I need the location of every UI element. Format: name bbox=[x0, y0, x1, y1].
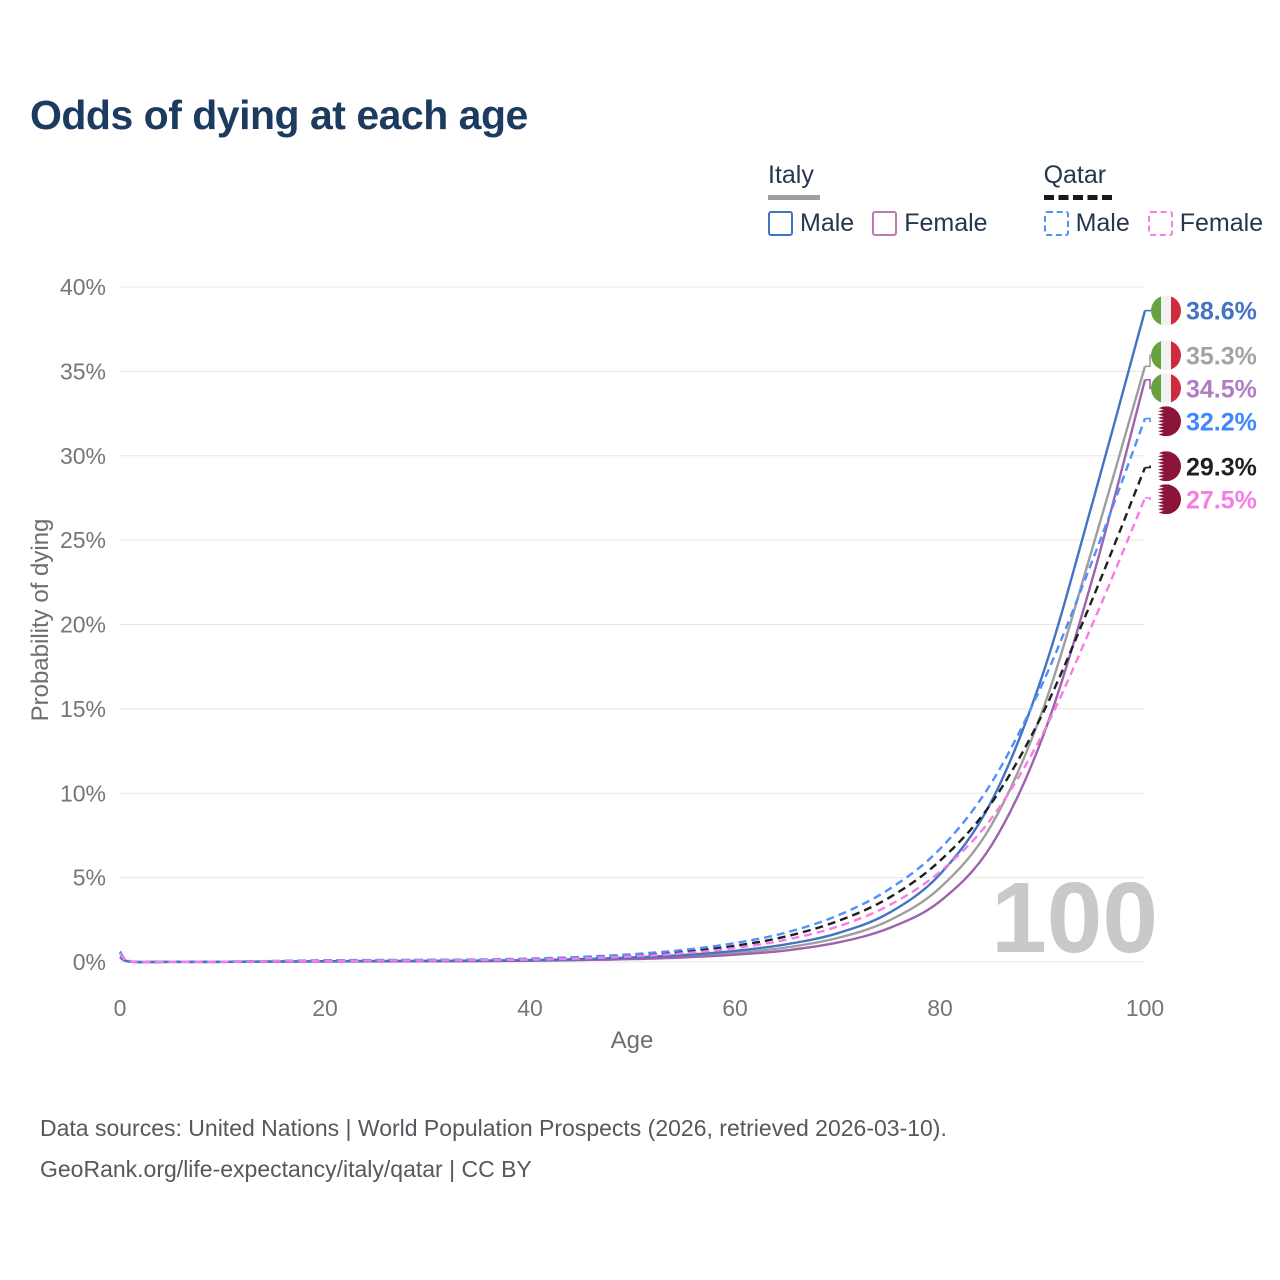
x-tick-label: 60 bbox=[722, 995, 748, 1021]
qatar-flag-icon bbox=[1151, 484, 1181, 515]
page-title: Odds of dying at each age bbox=[30, 92, 528, 138]
series-line-qatar-female bbox=[119, 497, 1147, 964]
legend-item-qatar-male-label: Male bbox=[1075, 209, 1130, 237]
end-label-connector bbox=[1145, 354, 1151, 368]
italy-male-checkbox-icon bbox=[768, 211, 793, 236]
end-label-qatar-female: 27.5% bbox=[1186, 486, 1257, 514]
y-axis-title: Probability of dying bbox=[27, 519, 54, 722]
y-tick-label: 10% bbox=[60, 780, 106, 806]
qatar-flag-icon bbox=[1151, 451, 1181, 482]
italy-female-checkbox-icon bbox=[872, 211, 898, 236]
y-tick-label: 5% bbox=[73, 865, 106, 891]
y-tick-label: 25% bbox=[60, 527, 106, 553]
y-tick-label: 30% bbox=[60, 443, 106, 469]
end-label-italy-female: 34.5% bbox=[1186, 375, 1257, 403]
italy-solid-line-sample bbox=[768, 195, 820, 200]
qatar-dashed-line-sample bbox=[1043, 195, 1112, 200]
x-tick-label: 20 bbox=[312, 995, 338, 1021]
italy-flag-icon bbox=[1151, 340, 1181, 371]
qatar-female-checkbox-icon bbox=[1147, 211, 1173, 236]
end-label-connector bbox=[1145, 417, 1151, 423]
end-label-qatar: 29.3% bbox=[1186, 453, 1257, 481]
end-label-italy-male: 38.6% bbox=[1186, 298, 1257, 326]
legend-group-italy: Italy Male Female bbox=[768, 161, 988, 238]
y-tick-label: 0% bbox=[73, 949, 106, 975]
y-tick-label: 15% bbox=[60, 696, 106, 722]
footer-attribution[interactable]: GeoRank.org/life-expectancy/italy/qatar … bbox=[40, 1156, 532, 1182]
footer: Data sources: United Nations | World Pop… bbox=[40, 1108, 1240, 1190]
italy-flag-icon bbox=[1151, 295, 1181, 326]
x-tick-label: 80 bbox=[927, 995, 953, 1021]
legend-group-italy-label: Italy bbox=[768, 161, 814, 189]
footer-data-sources: Data sources: United Nations | World Pop… bbox=[40, 1115, 947, 1141]
series-line-italy-male bbox=[119, 310, 1147, 964]
legend-item-qatar-female[interactable]: Female bbox=[1147, 209, 1264, 238]
legend-item-qatar-female-label: Female bbox=[1179, 209, 1264, 237]
italy-flag-icon bbox=[1151, 373, 1181, 404]
end-label-connector bbox=[1145, 379, 1151, 390]
legend-item-italy-male-label: Male bbox=[800, 209, 855, 237]
qatar-male-checkbox-icon bbox=[1043, 211, 1069, 236]
legend-item-italy-male[interactable]: Male bbox=[768, 209, 854, 238]
end-label-italy: 35.3% bbox=[1186, 342, 1257, 370]
y-tick-label: 35% bbox=[60, 358, 106, 384]
end-label-qatar-male: 32.2% bbox=[1186, 408, 1257, 436]
legend-item-italy-female[interactable]: Female bbox=[872, 209, 988, 238]
age-counter-watermark: 100 bbox=[991, 862, 1158, 974]
legend-group-qatar: Qatar Male Female bbox=[1043, 161, 1264, 238]
end-label-connector bbox=[1145, 497, 1151, 501]
y-tick-label: 20% bbox=[60, 612, 106, 638]
chart-legend: Italy Male Female Qatar Male Female bbox=[768, 161, 1263, 238]
qatar-flag-icon bbox=[1151, 406, 1181, 437]
y-tick-label: 40% bbox=[60, 274, 106, 300]
x-tick-label: 0 bbox=[114, 995, 127, 1021]
x-axis-title: Age bbox=[611, 1027, 654, 1054]
legend-item-italy-female-label: Female bbox=[904, 209, 988, 237]
legend-item-qatar-male[interactable]: Male bbox=[1043, 209, 1130, 238]
x-tick-label: 100 bbox=[1126, 995, 1164, 1021]
end-label-connector bbox=[1145, 465, 1151, 469]
legend-group-qatar-label: Qatar bbox=[1043, 161, 1107, 189]
x-tick-label: 40 bbox=[517, 995, 543, 1021]
